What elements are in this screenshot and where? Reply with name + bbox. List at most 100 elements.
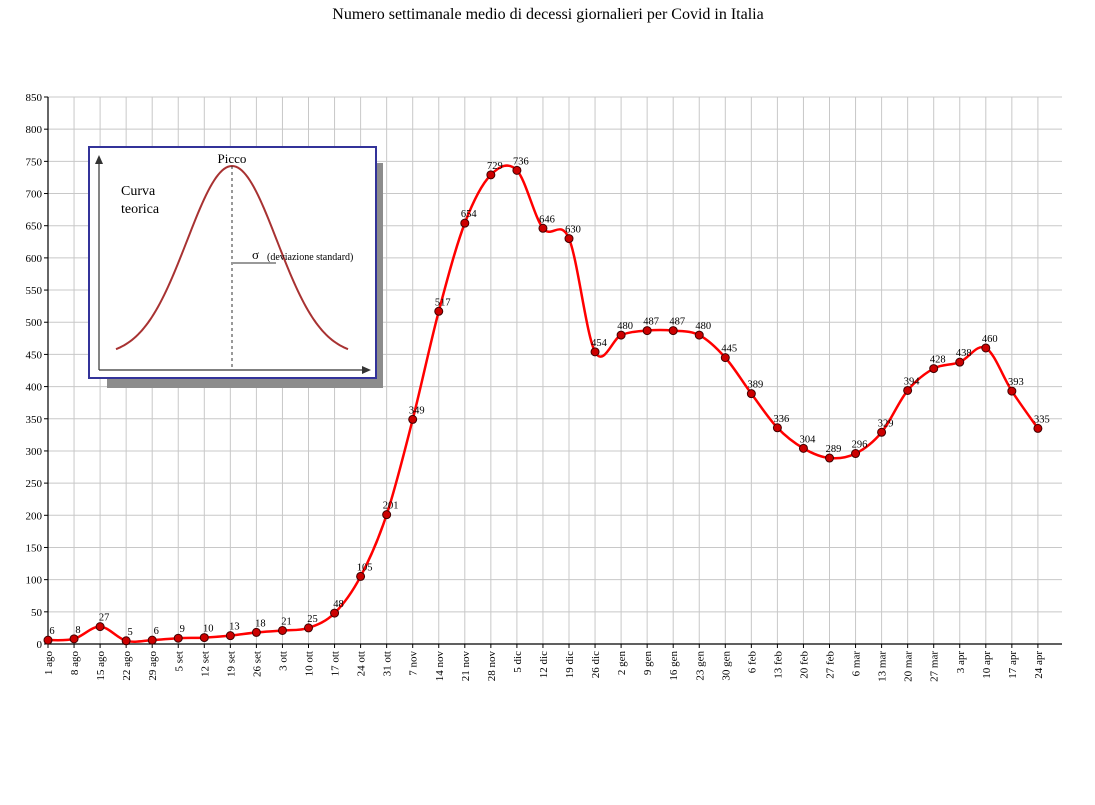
series-deaths	[47, 164, 1039, 643]
x-tick-label: 22 ago	[121, 651, 133, 681]
x-tick-labels: 1 ago 8 ago 15 ago 22 ago 29 ago 5 set 12 set 1…	[43, 651, 1045, 682]
data-point	[251, 627, 261, 637]
data-label: 6	[49, 626, 54, 637]
data-point	[225, 631, 235, 641]
y-tick-label: 150	[26, 542, 43, 554]
x-tick-label: 2 gen	[616, 651, 628, 676]
data-point	[825, 453, 834, 463]
data-label: 517	[435, 297, 451, 308]
data-point	[434, 306, 444, 316]
y-tick-label: 650	[26, 221, 43, 233]
x-tick-label: 6 feb	[746, 651, 758, 674]
x-tick-label: 24 apr	[1033, 651, 1045, 679]
y-tick-label: 250	[26, 478, 43, 490]
y-tick-label: 850	[26, 92, 43, 104]
x-tick-label: 16 gen	[668, 651, 680, 681]
x-tick-label: 26 dic	[590, 651, 602, 678]
data-label: 736	[513, 156, 529, 167]
data-label: 5	[128, 627, 133, 638]
data-label: 630	[565, 225, 581, 236]
data-point	[512, 165, 522, 175]
inset-y-arrow-icon	[95, 155, 103, 164]
x-tick-label: 10 apr	[981, 651, 993, 679]
data-point	[694, 330, 704, 340]
x-tick-label: 19 set	[225, 651, 237, 677]
chart-title: Numero settimanale medio di decessi gior…	[332, 6, 763, 23]
data-point	[642, 326, 652, 336]
y-tick-label: 600	[26, 253, 43, 265]
y-tick-label: 50	[31, 607, 43, 619]
x-tick-label: 23 gen	[694, 651, 706, 681]
x-tick-label: 1 ago	[43, 651, 55, 676]
y-tick-label: 100	[26, 575, 43, 587]
x-tick-label: 12 set	[199, 651, 211, 677]
data-point	[1007, 386, 1017, 396]
data-point	[43, 635, 53, 645]
data-label: 654	[461, 209, 478, 220]
data-point	[955, 357, 965, 367]
y-tick-label: 450	[26, 349, 43, 361]
data-point	[903, 385, 913, 395]
data-label: 105	[357, 562, 373, 573]
data-label: 487	[643, 317, 659, 328]
x-tick-label: 7 nov	[408, 651, 420, 676]
data-point	[95, 622, 105, 632]
data-label: 336	[774, 414, 790, 425]
data-label: 335	[1034, 414, 1050, 425]
y-tick-label: 400	[26, 382, 43, 394]
inset-title-line1: Curva	[121, 184, 156, 199]
data-point	[616, 330, 626, 340]
data-label: 289	[826, 444, 842, 455]
x-tick-label: 20 feb	[798, 651, 810, 679]
data-point	[877, 427, 887, 437]
data-point	[69, 634, 79, 644]
y-tick-label: 300	[26, 446, 43, 458]
data-point	[590, 347, 600, 357]
x-tick-label: 26 set	[251, 651, 263, 677]
x-tick-label: 19 dic	[564, 651, 576, 678]
axes	[44, 96, 1062, 648]
x-tick-label: 20 mar	[903, 651, 915, 682]
data-labels: 6 8 27 5 6 9 10 13 18 21 25 48 105 201 349 517 654 729 736…	[49, 156, 1049, 637]
data-point	[277, 625, 287, 635]
inset-x-arrow-icon	[362, 366, 371, 374]
data-point	[147, 635, 157, 645]
y-tick-label: 0	[37, 639, 43, 651]
x-tick-label: 31 ott	[382, 651, 394, 676]
data-point	[304, 623, 313, 633]
data-point	[460, 218, 470, 228]
x-tick-label: 12 dic	[538, 651, 550, 678]
data-point	[121, 636, 131, 646]
data-point	[408, 414, 418, 424]
data-point	[981, 343, 991, 353]
x-tick-label: 13 mar	[877, 651, 889, 682]
data-label: 438	[956, 348, 972, 359]
x-tick-label: 17 ott	[330, 651, 342, 676]
data-label: 8	[75, 625, 80, 636]
data-label: 445	[721, 344, 737, 355]
data-label: 10	[203, 624, 214, 635]
data-label: 480	[617, 321, 633, 332]
x-tick-label: 27 feb	[825, 651, 837, 679]
data-point	[330, 608, 340, 618]
data-label: 18	[255, 618, 266, 629]
data-label: 48	[333, 599, 344, 610]
inset-theoretical-curve: Picco Curva teorica σ (deviazione standa…	[88, 146, 383, 388]
inset-sigma-symbol: σ	[252, 247, 259, 262]
x-tick-label: 8 ago	[69, 651, 81, 676]
x-tick-label: 24 ott	[356, 651, 368, 676]
data-label: 428	[930, 355, 946, 366]
x-tick-label: 5 set	[173, 651, 185, 671]
data-point	[929, 364, 939, 374]
data-point	[720, 353, 730, 363]
data-label: 480	[695, 321, 711, 332]
x-tick-label: 29 ago	[147, 651, 159, 681]
inset-title-line2: teorica	[121, 202, 160, 217]
y-tick-label: 350	[26, 414, 43, 426]
data-point	[1033, 423, 1043, 433]
y-tick-label: 500	[26, 317, 43, 329]
data-label: 13	[229, 622, 240, 633]
data-label: 349	[409, 405, 425, 416]
inset-sigma-label: (deviazione standard)	[267, 252, 353, 263]
